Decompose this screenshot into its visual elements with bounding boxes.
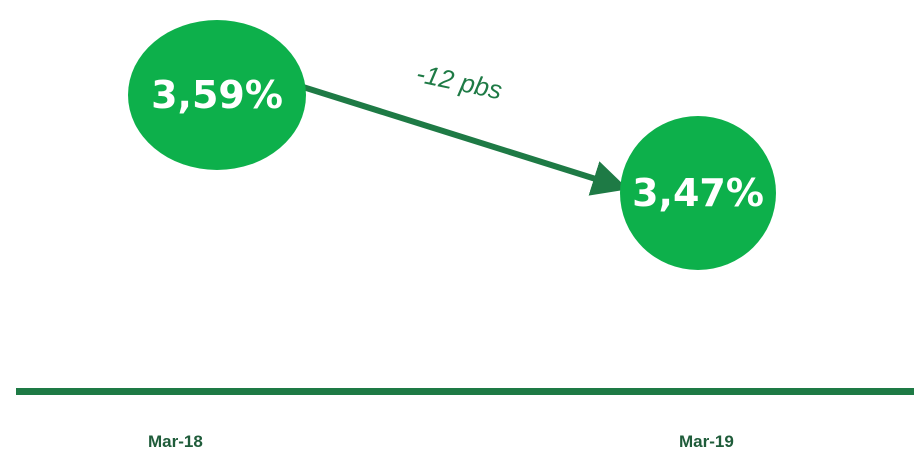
value-label-mar-19: 3,47% — [632, 171, 764, 215]
timeline-baseline — [16, 388, 914, 395]
value-bubble-mar-19: 3,47% — [620, 116, 776, 270]
period-label-mar-18: Mar-18 — [148, 432, 203, 451]
value-label-mar-18: 3,59% — [151, 73, 283, 117]
change-arrow — [302, 84, 629, 196]
period-label-mar-19: Mar-19 — [679, 432, 734, 451]
value-bubble-mar-18: 3,59% — [128, 20, 306, 170]
